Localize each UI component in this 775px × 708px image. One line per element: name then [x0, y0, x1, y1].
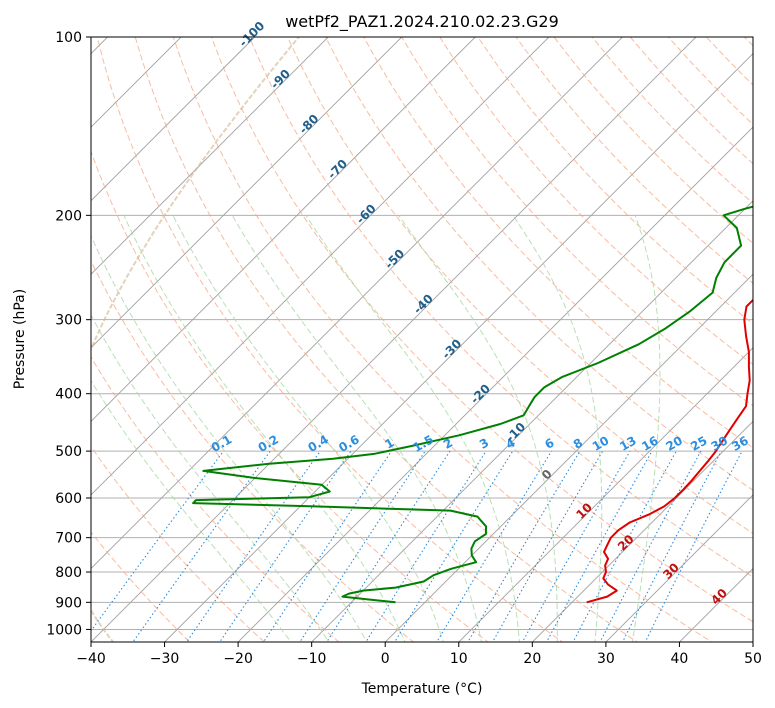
isotherm-line: [605, 494, 753, 642]
dry-adiabat-line: [91, 259, 415, 642]
isotherm-line: [91, 37, 624, 570]
moist-adiabat-line: [91, 234, 368, 642]
y-tick-label: 200: [55, 208, 82, 224]
y-tick-label: 600: [55, 491, 82, 507]
dry-adiabat-line: [134, 37, 639, 642]
y-tick-label: 700: [55, 531, 82, 547]
x-tick-label: 50: [744, 651, 762, 667]
moist-adiabat-line: [172, 215, 444, 642]
mixing-ratio-line: [545, 450, 653, 642]
mixing-ratio-line: [467, 450, 581, 642]
isotherm-line: [384, 273, 753, 642]
isotherm-line: [91, 37, 403, 349]
x-tick-label: 0: [381, 651, 390, 667]
isotherm-line: [458, 347, 753, 642]
x-tick-label: 20: [523, 651, 541, 667]
isotherm-line: [163, 52, 753, 642]
moist-adiabat-line: [512, 215, 603, 642]
dry-adiabat-line: [401, 37, 753, 407]
x-axis-label: Temperature (°C): [361, 681, 483, 697]
isotherm-line: [91, 37, 550, 496]
isotherm-line: [91, 37, 256, 202]
x-tick-label: 40: [671, 651, 689, 667]
dry-adiabat-line: [96, 37, 564, 642]
isotherm-line: [91, 37, 697, 642]
moist-adiabat-line: [231, 215, 482, 642]
x-tick-label: 30: [597, 651, 615, 667]
x-tick-label: −20: [223, 651, 253, 667]
isotherm-line: [311, 200, 753, 642]
dry-adiabat-line: [325, 37, 753, 491]
x-tick-label: −40: [76, 651, 106, 667]
mixing-ratio-line: [326, 450, 451, 642]
moist-adiabat-line: [91, 314, 330, 642]
dewpoint-profile: [192, 205, 753, 604]
moist-adiabat-line: [123, 215, 406, 642]
background-lines: [91, 37, 753, 642]
mixing-ratio-line: [132, 450, 271, 642]
mixing-ratio-line: [599, 450, 702, 642]
chart-title: wetPf2_PAZ1.2024.210.02.23.G29: [285, 12, 559, 32]
x-tick-label: −10: [297, 651, 327, 667]
x-tick-label: −30: [150, 651, 180, 667]
isotherm-line: [531, 420, 753, 642]
saturation-curve: [91, 37, 301, 642]
dry-adiabat-line: [515, 37, 753, 284]
dry-adiabat-line: [91, 445, 266, 642]
x-tick-label: 10: [450, 651, 468, 667]
mixing-ratio-line: [394, 450, 514, 642]
mixing-ratio-line: [262, 450, 392, 642]
y-tick-label: 800: [55, 565, 82, 581]
isotherm-line: [91, 37, 329, 275]
y-axis-label: Pressure (hPa): [12, 289, 28, 389]
moist-adiabat-line: [305, 215, 520, 642]
y-tick-label: 1000: [46, 622, 82, 638]
y-tick-label: 400: [55, 387, 82, 403]
mixing-ratio-line: [219, 450, 352, 642]
moist-adiabat-line: [398, 215, 558, 642]
temperature-profile: [586, 298, 753, 604]
dry-adiabat-line: [477, 37, 753, 325]
moist-adiabat-line: [631, 215, 661, 642]
dry-adiabat-line: [286, 37, 753, 534]
y-tick-label: 100: [55, 30, 82, 46]
y-tick-label: 900: [55, 595, 82, 611]
dry-adiabat-line: [172, 37, 713, 642]
isotherm-line: [91, 37, 476, 423]
axis-ticks: −40 −30 −20 −10 0 10 20 30 40 50 1000 900 800 700 600 5…: [46, 30, 762, 667]
plot-frame: [90, 36, 754, 643]
y-tick-label: 500: [55, 444, 82, 460]
dry-adiabat-line: [210, 37, 753, 623]
mixing-ratio-line: [365, 450, 487, 642]
isotherm-line: [91, 37, 182, 128]
mixing-ratio-line: [492, 450, 604, 642]
dry-adiabat-line: [248, 37, 753, 578]
sounding-profiles: [192, 205, 753, 604]
mixing-ratio-line: [436, 450, 552, 642]
moist-adiabat-line: [91, 379, 292, 642]
isotherm-line: [237, 126, 753, 642]
mixing-ratio-line: [572, 450, 677, 642]
y-tick-label: 300: [55, 313, 82, 329]
mixing-ratio-line: [299, 450, 426, 642]
